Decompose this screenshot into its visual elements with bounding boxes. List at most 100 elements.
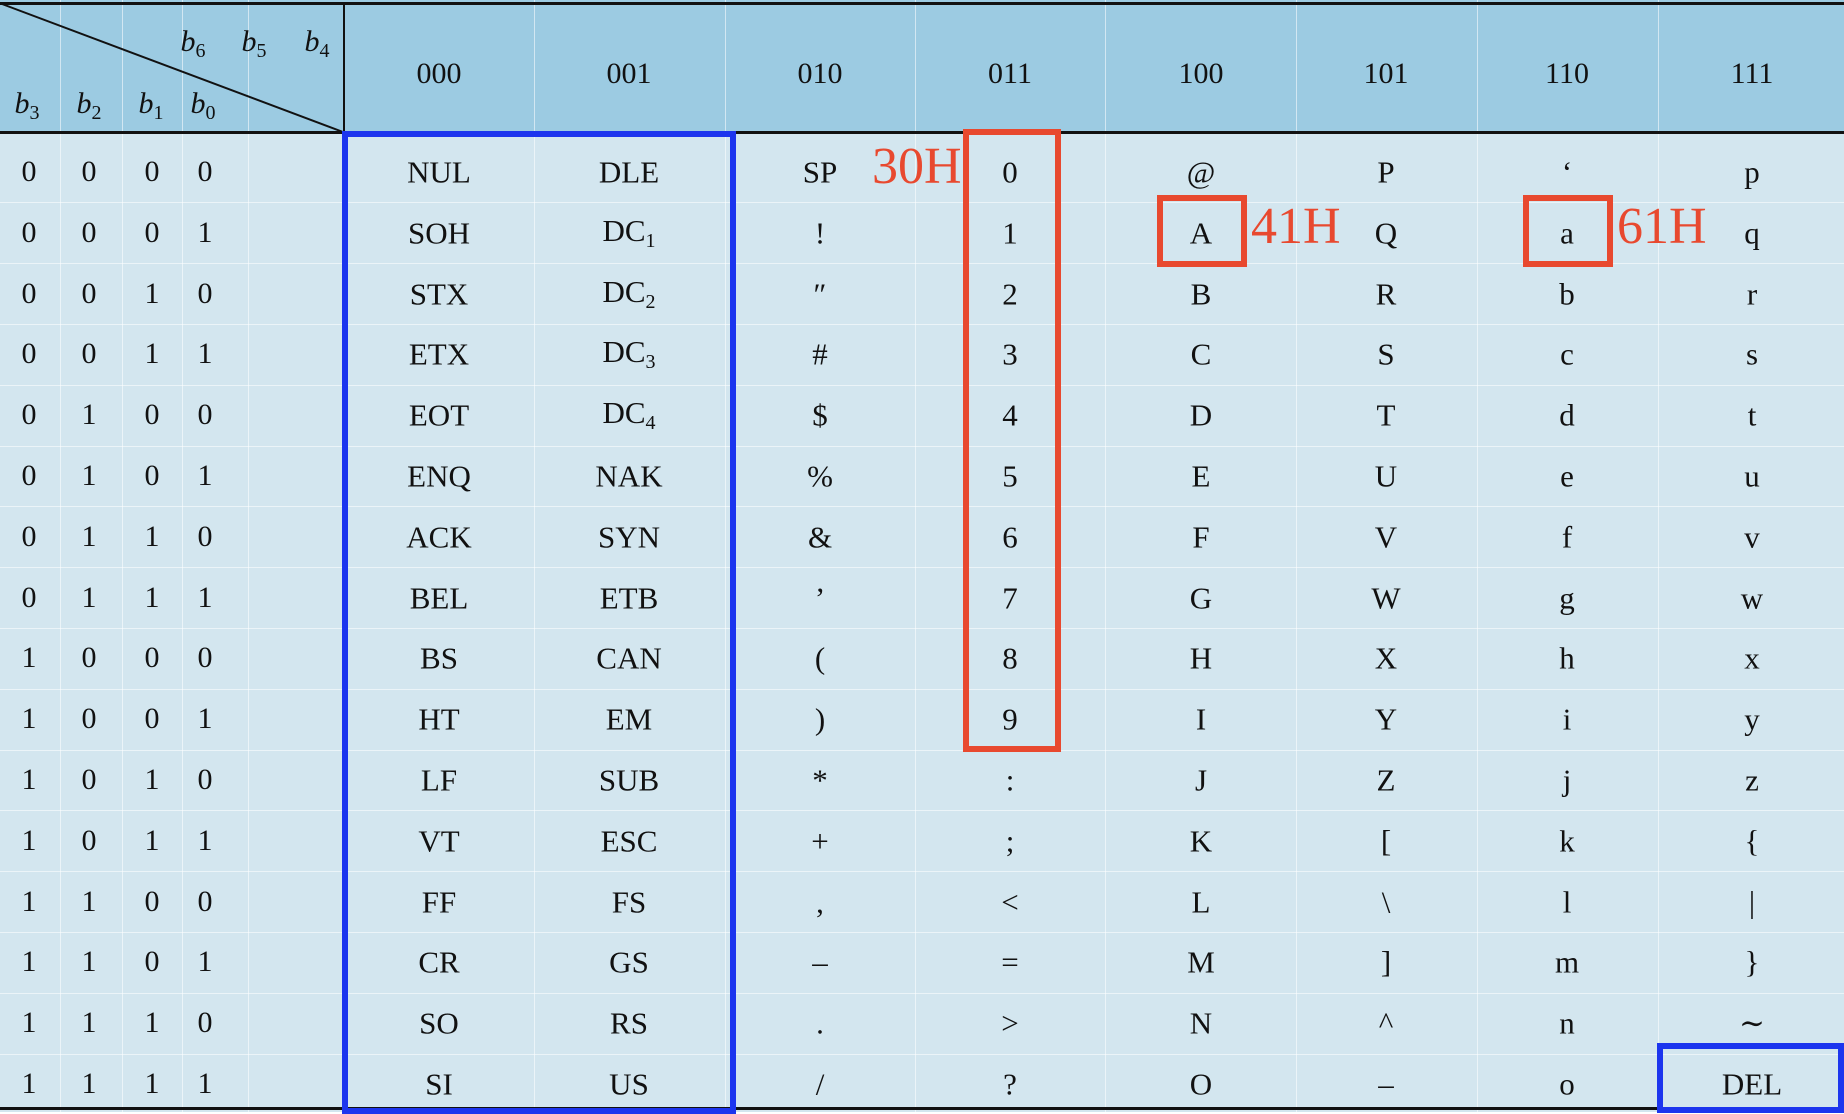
column-header-011: 011 [988,57,1032,90]
row-bit-cell: 1 [197,823,213,857]
row-bit-cell: 0 [197,884,213,918]
char-cell: 9 [1002,701,1018,737]
grid-hline [0,385,1844,386]
char-cell: 2 [1002,276,1018,312]
grid-vline [1658,0,1659,1112]
char-cell: ! [814,215,826,251]
char-cell: ETX [408,336,470,372]
char-cell: & [807,519,833,555]
char-cell: A [1189,215,1213,251]
char-cell: FS [611,884,647,920]
char-cell: z [1745,762,1759,798]
char-cell: 7 [1002,580,1018,616]
grid-vline [1296,0,1297,1112]
row-bit-cell: 1 [144,337,160,371]
grid-hline [0,871,1844,872]
row-bit-cell: 0 [81,215,97,249]
grid-hline [0,506,1844,507]
row-bit-cell: 0 [81,276,97,310]
row-bit-cell: 1 [21,1006,37,1040]
char-cell: EM [605,701,653,737]
char-cell: a [1560,215,1574,251]
char-cell: r [1746,276,1758,312]
row-bit-cell: 0 [81,763,97,796]
grid-vline [1477,0,1478,1112]
row-bit-cell: 0 [81,823,97,857]
grid-hline [0,1054,1844,1055]
char-cell: X [1374,640,1398,676]
char-cell: ; [1005,823,1015,859]
char-cell: NAK [595,458,663,494]
row-bit-cell: 0 [81,702,97,736]
char-cell: SP [802,154,838,190]
char-cell: q [1744,215,1760,251]
char-cell: U [1374,458,1398,494]
char-cell: $ [812,397,828,433]
column-header-000: 000 [416,57,462,90]
char-cell: G [1189,580,1213,616]
row-bit-cell: 0 [21,155,37,188]
char-cell: ] [1380,944,1392,980]
char-cell: M [1187,944,1215,980]
char-cell: w [1740,580,1764,616]
column-header-100: 100 [1178,57,1224,90]
grid-vline [915,0,916,1112]
char-cell: J [1194,762,1208,798]
char-cell: j [1562,762,1572,798]
char-cell: SI [425,1066,453,1102]
grid-vline [248,0,249,1112]
char-cell: 5 [1002,458,1018,494]
char-cell: ESC [600,823,658,859]
row-bit-cell: 0 [144,884,160,918]
char-cell: > [1001,1005,1019,1041]
char-cell: ^ [1378,1005,1394,1041]
char-cell: H [1189,640,1213,676]
char-cell: } [1744,944,1760,980]
row-bit-cell: 1 [21,823,37,857]
char-cell: DC4 [602,395,656,435]
row-bit-cell: 1 [81,459,97,492]
row-bit-cell: 1 [197,459,213,492]
upper-a-highlight-box [1157,195,1247,267]
char-cell: O [1189,1066,1213,1102]
row-bit-cell: 0 [197,763,213,796]
row-bit-cell: 0 [144,155,160,188]
char-cell: – [1378,1066,1394,1102]
char-cell: US [609,1066,649,1102]
row-bit-cell: 1 [144,763,160,796]
row-bit-cell: 0 [197,155,213,188]
char-cell: S [1377,336,1395,372]
char-cell: : [1005,762,1015,798]
row-bit-cell: 0 [21,580,37,614]
row-bit-cell: 1 [21,1067,37,1100]
bit-label-b2: b2 [76,87,102,124]
char-cell: x [1744,640,1760,676]
char-cell: FF [421,884,457,920]
row-bit-cell: 0 [144,215,160,249]
row-bit-cell: 0 [197,276,213,310]
row-bit-cell: 1 [21,945,37,979]
grid-hline [0,810,1844,811]
del-highlight-box [1657,1043,1844,1113]
char-cell: RS [610,1005,648,1041]
header-bottom-rule [0,131,1844,134]
char-cell: u [1744,458,1760,494]
char-cell: d [1559,397,1575,433]
row-bit-cell: 0 [21,337,37,371]
char-cell: CR [418,944,460,980]
row-bit-cell: 0 [21,215,37,249]
char-cell: ″ [813,276,827,312]
char-cell: y [1744,701,1760,737]
char-cell: 1 [1002,215,1018,251]
char-cell: ’ [814,580,826,616]
row-bit-cell: 1 [144,580,160,614]
row-bit-cell: 1 [197,702,213,736]
char-cell: 8 [1002,640,1018,676]
char-cell: HT [418,701,460,737]
char-cell: DC3 [602,334,656,374]
row-bit-cell: 0 [144,945,160,979]
row-bit-cell: 0 [144,641,160,675]
row-bit-cell: 0 [144,398,160,432]
char-cell: f [1561,519,1573,555]
char-cell: P [1377,154,1395,190]
